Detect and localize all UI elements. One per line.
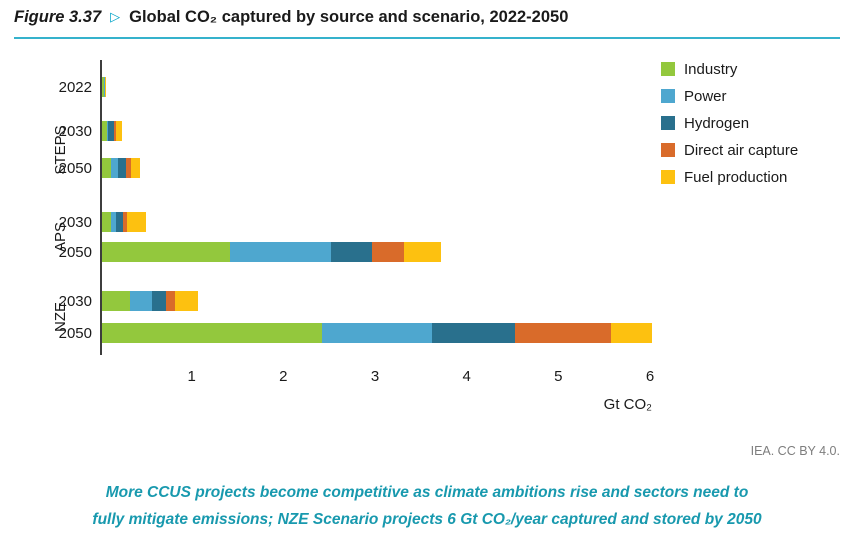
source-credit: IEA. CC BY 4.0. <box>750 444 840 458</box>
segment-power <box>129 291 153 311</box>
legend-swatch-power <box>661 89 675 103</box>
segment-power <box>111 158 118 178</box>
segment-hydrogen <box>432 323 515 343</box>
figure-caption: More CCUS projects become competitive as… <box>0 479 854 533</box>
segment-fuel-production <box>105 77 107 97</box>
legend-label: Direct air capture <box>684 141 799 159</box>
plot-area <box>100 60 652 355</box>
figure-title: Global CO₂ captured by source and scenar… <box>129 8 569 26</box>
legend-swatch-direct-air-capture <box>661 143 675 157</box>
segment-direct-air-capture <box>166 291 176 311</box>
year-label-aps-2030: 2030 <box>58 214 92 231</box>
legend-label: Power <box>684 87 727 105</box>
segment-industry <box>102 212 112 232</box>
x-tick-2: 2 <box>279 368 288 385</box>
segment-fuel-production <box>126 212 146 232</box>
segment-direct-air-capture <box>514 323 611 343</box>
segment-fuel-production <box>610 323 652 343</box>
caption-line-2: fully mitigate emissions; NZE Scenario p… <box>92 511 762 529</box>
segment-direct-air-capture <box>113 121 116 141</box>
year-label-steps-2050: 2050 <box>58 160 92 177</box>
title-divider <box>14 37 840 39</box>
bar-nze-2050 <box>102 323 652 343</box>
legend-label: Fuel production <box>684 168 788 186</box>
legend-item-power: Power <box>661 87 798 105</box>
segment-fuel-production <box>131 158 141 178</box>
x-axis-label: Gt CO₂ <box>603 396 652 413</box>
bar-2022 <box>102 77 107 97</box>
legend-item-direct-air-capture: Direct air capture <box>661 141 798 159</box>
bar-steps-2050 <box>102 158 141 178</box>
bar-aps-2030 <box>102 212 146 232</box>
legend-label: Hydrogen <box>684 114 750 132</box>
year-label-nze-2050: 2050 <box>58 325 92 342</box>
segment-power <box>111 212 116 232</box>
x-tick-5: 5 <box>554 368 563 385</box>
segment-hydrogen <box>331 242 373 262</box>
segment-hydrogen <box>115 212 124 232</box>
scenario-label-aps: APS <box>52 222 69 253</box>
x-tick-1: 1 <box>187 368 196 385</box>
year-label-aps-2050: 2050 <box>58 244 92 261</box>
segment-fuel-production <box>404 242 442 262</box>
segment-hydrogen <box>152 291 167 311</box>
segment-direct-air-capture <box>372 242 405 262</box>
legend-swatch-fuel-production <box>661 170 675 184</box>
legend-swatch-hydrogen <box>661 116 675 130</box>
segment-direct-air-capture <box>125 158 132 178</box>
legend: Industry Power Hydrogen Direct air capture F… <box>661 60 798 195</box>
x-tick-4: 4 <box>462 368 471 385</box>
segment-industry <box>102 323 322 343</box>
bar-steps-2030 <box>102 121 123 141</box>
legend-item-fuel-production: Fuel production <box>661 168 798 186</box>
year-label-2022: 2022 <box>58 79 92 96</box>
scenario-label-nze: NZE <box>52 302 69 332</box>
segment-industry <box>102 291 130 311</box>
segment-industry <box>102 158 112 178</box>
caption-line-1: More CCUS projects become competitive as… <box>105 484 749 501</box>
year-label-steps-2030: 2030 <box>58 123 92 140</box>
segment-fuel-production <box>115 121 123 141</box>
segment-power <box>230 242 332 262</box>
year-label-nze-2030: 2030 <box>58 293 92 310</box>
segment-hydrogen <box>108 121 114 141</box>
x-axis-ticks: 1 2 3 4 5 6 <box>100 368 660 388</box>
figure-label: Figure 3.37 <box>14 8 102 26</box>
segment-industry <box>102 121 107 141</box>
segment-hydrogen <box>117 158 126 178</box>
x-tick-6: 6 <box>645 368 655 385</box>
scenario-label-steps: STEPS <box>52 124 69 175</box>
figure-header: Figure 3.37 ▷ Global CO₂ captured by sourc… <box>14 8 568 27</box>
segment-power <box>322 323 432 343</box>
segment-power <box>106 121 109 141</box>
segment-industry <box>102 77 105 97</box>
legend-item-hydrogen: Hydrogen <box>661 114 798 132</box>
legend-label: Industry <box>684 60 738 78</box>
bar-nze-2030 <box>102 291 199 311</box>
segment-fuel-production <box>175 291 199 311</box>
legend-swatch-industry <box>661 62 675 76</box>
arrow-right-icon: ▷ <box>110 9 121 24</box>
segment-industry <box>102 242 231 262</box>
bar-aps-2050 <box>102 242 442 262</box>
x-tick-3: 3 <box>370 368 380 385</box>
segment-direct-air-capture <box>123 212 127 232</box>
legend-item-industry: Industry <box>661 60 798 78</box>
